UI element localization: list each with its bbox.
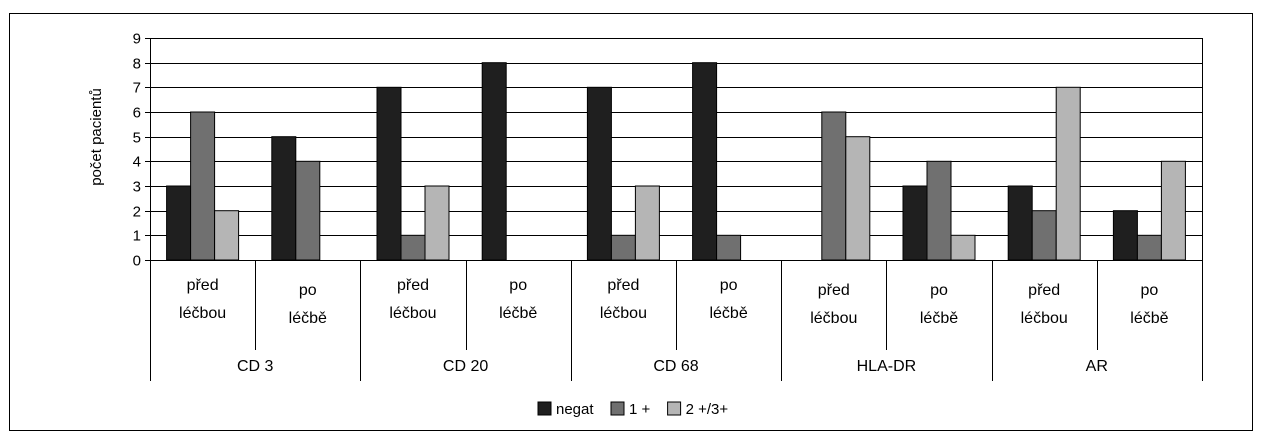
category-group-label: CD 3 (237, 358, 274, 375)
y-tick-label: 1 (133, 228, 141, 245)
category-sub-label: po (930, 282, 948, 299)
bar (481, 62, 507, 261)
bars (166, 62, 1186, 261)
legend-label: 1 + (629, 401, 651, 418)
y-tick-labels: 0 1 2 3 4 5 6 7 8 9 (133, 31, 141, 270)
category-sub-label: po (299, 282, 317, 299)
y-tick-label: 4 (133, 154, 141, 171)
category-sub-label: před (818, 282, 850, 299)
bar (821, 111, 847, 261)
category-sub-label: před (187, 277, 219, 294)
legend-swatch (610, 401, 625, 416)
y-tick-label: 9 (133, 31, 141, 48)
y-tick-label: 0 (133, 253, 141, 270)
category-sub-label: léčbě (1130, 310, 1168, 327)
legend-label: negat (556, 401, 594, 418)
category-sub-label: léčbou (1021, 310, 1068, 327)
bar (271, 136, 297, 261)
axes (145, 38, 1203, 381)
legend: negat 1 + 2 +/3+ (537, 401, 729, 418)
bar (902, 185, 928, 261)
category-sub-label: před (397, 277, 429, 294)
y-tick-label: 8 (133, 56, 141, 73)
bar (1031, 210, 1057, 261)
category-sub-label: léčbou (179, 305, 226, 322)
category-sub-label: léčbou (389, 305, 436, 322)
bar (1055, 86, 1081, 261)
category-sub-label: léčbě (499, 305, 537, 322)
bar (950, 234, 976, 261)
bar (1136, 234, 1162, 261)
bar (214, 210, 240, 261)
y-axis-label: počet pacientů (88, 88, 105, 186)
bar (376, 86, 402, 261)
category-sub-label: léčbou (600, 305, 647, 322)
category-group-label: AR (1086, 358, 1108, 375)
y-tick-label: 5 (133, 130, 141, 147)
legend-swatch (537, 401, 552, 416)
legend-swatch (667, 401, 682, 416)
bar (424, 185, 450, 261)
bar (926, 160, 952, 261)
category-group-label: CD 20 (443, 358, 488, 375)
bar (295, 160, 321, 261)
category-sub-label: léčbě (709, 305, 747, 322)
bar (634, 185, 660, 261)
category-sub-label: léčbě (289, 310, 327, 327)
category-sub-label: před (1028, 282, 1060, 299)
bar (166, 185, 192, 261)
y-tick-label: 6 (133, 105, 141, 122)
bar (692, 62, 718, 261)
bar (610, 234, 636, 261)
category-sub-label: léčbou (810, 310, 857, 327)
y-tick-label: 7 (133, 80, 141, 97)
bar (845, 136, 871, 261)
legend-label: 2 +/3+ (686, 401, 729, 418)
bar (1007, 185, 1033, 261)
category-sub-label: po (720, 277, 738, 294)
bar (716, 234, 742, 261)
bar (400, 234, 426, 261)
category-group-label: CD 68 (653, 358, 698, 375)
bar (586, 86, 612, 261)
category-group-label: HLA-DR (857, 358, 917, 375)
category-axis: před léčbou po léčbě CD 3 před léčbou po léčbě CD… (150, 260, 1203, 381)
category-sub-label: před (607, 277, 639, 294)
category-sub-label: léčbě (920, 310, 958, 327)
y-tick-label: 2 (133, 204, 141, 221)
category-sub-label: po (1141, 282, 1159, 299)
bar (1112, 210, 1138, 261)
bar (1160, 160, 1186, 261)
y-tick-label: 3 (133, 179, 141, 196)
bar (190, 111, 216, 261)
category-sub-label: po (509, 277, 527, 294)
